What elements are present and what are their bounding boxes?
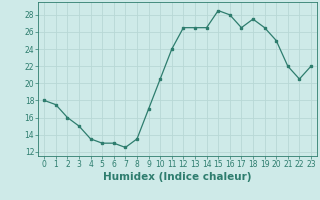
X-axis label: Humidex (Indice chaleur): Humidex (Indice chaleur) — [103, 172, 252, 182]
